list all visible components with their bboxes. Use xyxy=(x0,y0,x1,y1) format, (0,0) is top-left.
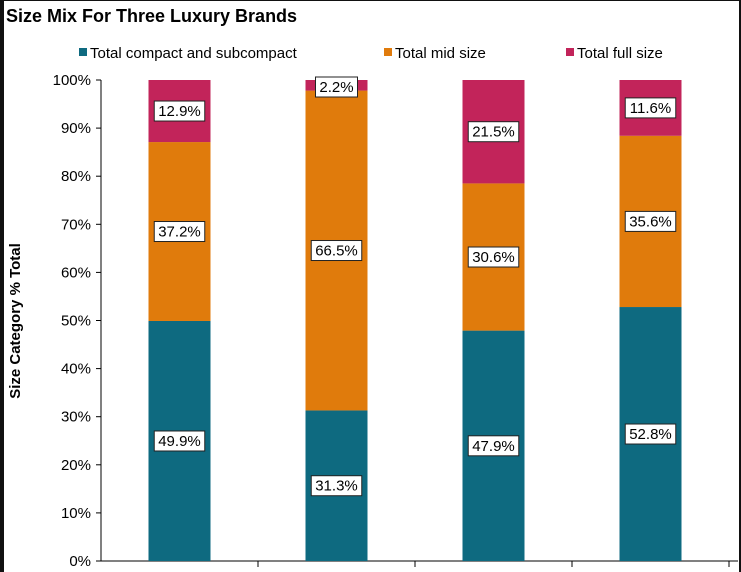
data-label: 49.9% xyxy=(158,433,201,450)
data-label: 52.8% xyxy=(629,426,672,443)
data-label: 66.5% xyxy=(315,243,358,260)
legend-swatch xyxy=(79,48,87,56)
y-tick-label: 40% xyxy=(61,361,91,378)
data-label: 31.3% xyxy=(315,478,358,495)
y-tick-label: 20% xyxy=(61,457,91,474)
data-label-box xyxy=(310,475,363,497)
data-label-box xyxy=(153,430,206,452)
bars xyxy=(148,80,682,561)
data-label: 11.6% xyxy=(630,100,671,117)
data-label-box xyxy=(624,423,677,445)
y-tick-label: 70% xyxy=(61,216,91,233)
y-axis: 0% 10% 20% 30% 40% 50% 60% 70% 80% 90% 100% xyxy=(53,72,102,570)
data-label-box xyxy=(624,97,677,119)
data-label-box xyxy=(467,121,520,143)
data-label-box xyxy=(153,100,206,122)
data-label: 12.9% xyxy=(158,103,201,120)
data-label: 2.2% xyxy=(319,79,353,96)
y-tick-label: 100% xyxy=(53,72,91,89)
data-label-box xyxy=(467,435,520,457)
legend-swatch xyxy=(384,48,392,56)
data-label: 37.2% xyxy=(158,224,201,241)
legend-entry: Total mid size xyxy=(395,45,486,62)
data-label: 35.6% xyxy=(629,213,672,230)
legend: Total compact and subcompact Total mid si… xyxy=(79,45,663,62)
y-tick-label: 30% xyxy=(61,409,91,426)
y-tick-label: 50% xyxy=(61,313,91,330)
legend-entry: Total compact and subcompact xyxy=(90,45,298,62)
data-label-box xyxy=(467,246,520,268)
chart-title: Size Mix For Three Luxury Brands xyxy=(6,6,298,26)
data-label-box xyxy=(153,221,206,243)
data-label-box xyxy=(310,240,363,262)
legend-entry: Total full size xyxy=(577,45,663,62)
data-label: 47.9% xyxy=(472,438,515,455)
data-label: 30.6% xyxy=(472,249,515,266)
y-tick-label: 10% xyxy=(61,505,91,522)
y-tick-label: 0% xyxy=(69,553,91,570)
y-axis-label: Size Category % Total xyxy=(7,243,24,399)
data-label-box xyxy=(315,76,358,98)
data-labels: 49.9% 37.2% 12.9% 31.3% 66.5% 2.2% 47.9% 30.6% 2… xyxy=(153,76,677,497)
legend-swatch xyxy=(566,48,574,56)
y-tick-label: 80% xyxy=(61,168,91,185)
y-tick-label: 60% xyxy=(61,264,91,281)
x-axis xyxy=(101,560,738,567)
data-label: 21.5% xyxy=(472,124,515,141)
y-tick-label: 90% xyxy=(61,120,91,137)
data-label-box xyxy=(624,210,677,232)
